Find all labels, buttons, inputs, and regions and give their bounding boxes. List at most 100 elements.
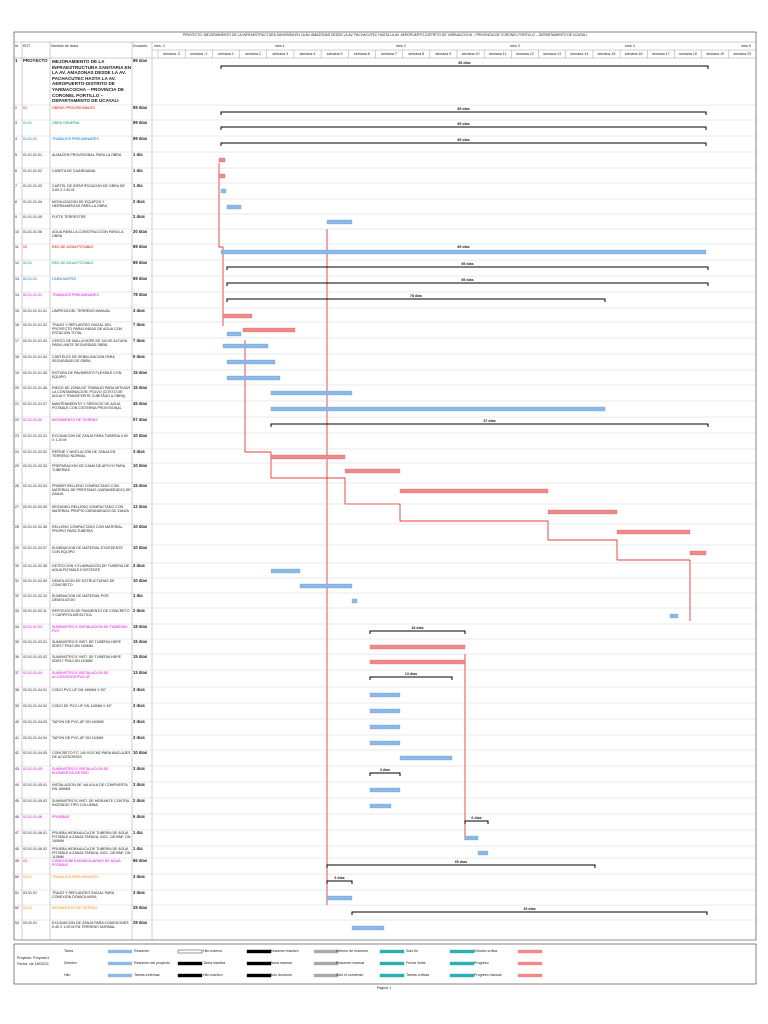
summary-bar [220,142,707,146]
task-id: 6 [15,169,17,173]
critical-bar [222,313,253,319]
week-label: semana 6 [353,52,370,56]
task-bar [226,204,242,210]
critical-bar [344,468,401,474]
summary-duration: 18 días [411,626,424,630]
week-label: semana 3 [272,52,289,56]
legend-label: Resumen inactivo [270,949,299,953]
task-name: PRUEBA HIDRAULICA DE TUBERIA DE AGUA POT… [52,831,131,844]
month-label: mes 2 [396,44,406,48]
task-wbs: 03.01.01 [23,891,37,895]
task-wbs: 01.01.01.01 [23,153,42,157]
task-duration: 57 días [133,418,148,422]
task-id: 52 [15,906,19,910]
legend-project: Proyecto: Proyecto1 [17,956,50,960]
week-label: semana 12 [516,52,534,56]
task-bar [326,219,353,225]
task-name: INSTALACION DE VALVULA DE COMPUERTA DN 1… [52,783,128,792]
task-wbs: 01.01.01.03 [23,184,42,188]
task-name: MOVILIZACION DE EQUIPOS Y HERRAMIENTAS P… [52,200,107,209]
task-id: 53 [15,921,19,925]
task-duration: 15 días [133,655,148,659]
week-label: semana 14 [570,52,589,56]
task-bar [464,835,479,841]
task-wbs: 02.01.01.01 [23,293,42,297]
critical-bar [399,488,549,494]
summary-bar [326,880,353,884]
task-duration: 10 días [133,751,148,755]
legend-symbol [246,949,272,954]
task-duration: 3 días [133,767,145,771]
task-name: TRAZO Y REPLANTEO INICIAL DEL PROYECTO P… [52,323,122,336]
task-wbs: 02.01.01.02.05 [23,505,47,509]
week-label: semana 15 [597,52,616,56]
task-duration: 89 días [133,245,148,249]
legend-symbol [517,973,543,978]
task-id: 2 [15,106,17,110]
task-wbs: 02 [23,245,27,249]
task-wbs: 02.01.01.02.02 [23,450,47,454]
task-duration: 3 días [133,564,145,568]
task-id: 44 [15,783,19,787]
task-id: 9 [15,215,17,219]
week-label: semana 5 [326,52,343,56]
task-id: 40 [15,720,19,724]
task-wbs: 02.01.01.05 [23,767,42,771]
critical-bar [689,550,707,556]
task-id: 33 [15,609,19,613]
summary-bar [270,423,709,427]
legend-label: Tareas externas [134,973,160,977]
task-id: 49 [15,859,19,863]
task-wbs: 02.01.01.06 [23,815,42,819]
task-bar [351,598,358,604]
critical-bar [616,529,691,535]
critical-links [218,163,691,905]
task-id: 29 [15,546,19,550]
week-label: semana 4 [299,52,316,56]
task-wbs: 01.01 [23,121,32,125]
task-name: LIMPIEZA DEL TERRENO MANUAL [52,309,111,313]
task-name: CASETA DE GUARDIANIA [52,169,96,173]
task-id: 35 [15,640,19,644]
task-id: 10 [15,230,19,234]
summary-duration: 89 días [457,138,470,142]
month-label: mes -1 [154,44,165,48]
legend-date: Fecha: vie 18/03/22 [17,962,49,966]
task-name: RELLENO COMPACTADO CON MATERIAL PROPIO P… [52,525,123,534]
task-duration: 78 días [133,293,148,297]
task-wbs: 02.01.01.02.01 [23,434,47,438]
task-id: 43 [15,767,19,771]
task-bar [226,375,281,381]
task-name: DEMOLICION DE ESTRUCTURAS DE CONCRETO [52,579,115,588]
task-wbs: 03.02.01 [23,921,37,925]
legend-symbol [449,961,475,966]
task-name: REFINE Y NIVELACION DE ZANJA EN TERRENO … [52,450,116,459]
task-name: SUMINISTRO E INST. DE HIDRANTE CONTRA IN… [52,799,130,808]
task-name: PRUEBAS [52,815,70,819]
legend-symbol [107,949,133,954]
legend-label: Hito externo [203,949,223,953]
task-wbs: 01.01.01.04 [23,200,42,204]
summary-bar [369,772,401,776]
task-name: TRAZO Y REPLANTEO INICIAL PARA CONEXION … [52,891,114,900]
task-name: MANTENIMIENTO Y SERVICIO DE AGUA POTABLE… [52,402,122,411]
task-id: 25 [15,464,19,468]
summary-duration: 89 días [457,245,470,249]
task-duration: 3 días [133,783,145,787]
summary-duration: 89 días [461,278,474,282]
task-name: FLETE TERRESTRE [52,215,86,219]
task-duration: 12 días [133,505,148,509]
task-wbs: 02.01.01.02.07 [23,546,47,550]
task-duration: 7 días [133,339,145,343]
task-name: ALMACEN PROVISIONAL PARA LA OBRA [52,153,122,157]
task-duration: 29 días [133,906,148,910]
summary-bar [369,676,453,680]
task-duration: 15 días [133,386,148,390]
task-duration: 1 día [133,831,143,835]
task-wbs: 02.01.01.05.01 [23,783,47,787]
legend-label: Hito [64,973,71,977]
task-name: CERCO DE MALLA HDPE DE 1M DE ALTURA PARA… [52,339,128,348]
task-duration: 15 días [133,484,148,488]
task-wbs: 02.01.01.01.02 [23,323,47,327]
task-id: 23 [15,434,19,438]
